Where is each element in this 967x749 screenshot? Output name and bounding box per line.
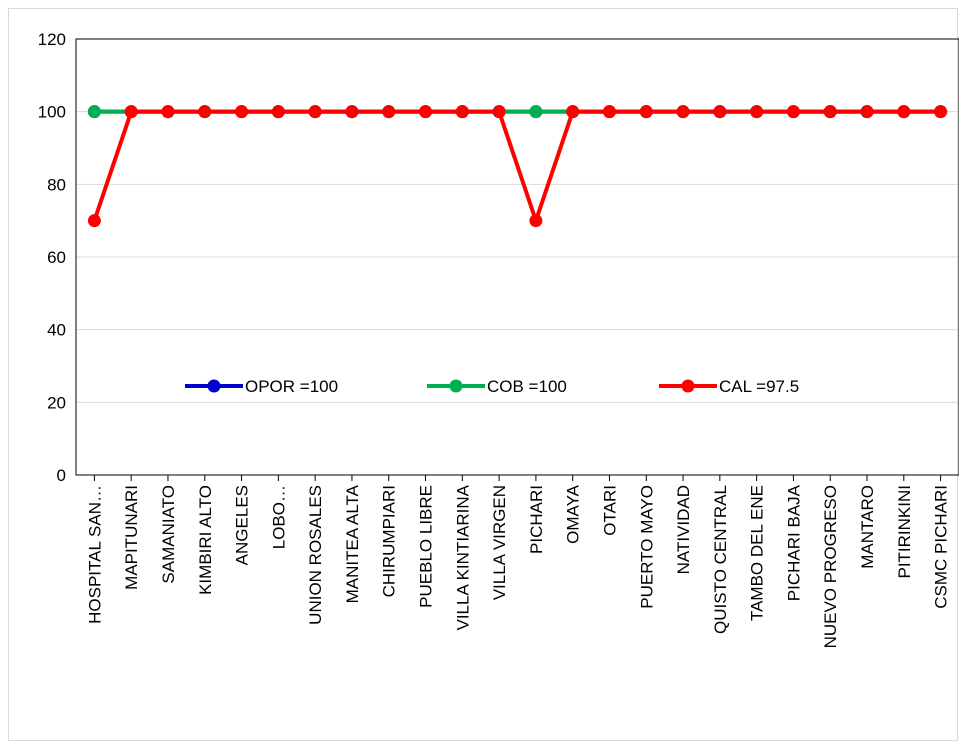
x-tick-label: SAMANIATO <box>159 485 178 584</box>
legend-swatch-marker <box>681 379 695 393</box>
x-tick-label: OMAYA <box>564 484 583 544</box>
y-tick-label: 60 <box>47 248 66 267</box>
series-cal <box>87 105 948 228</box>
x-tick-label: VILLA KINTIARINA <box>453 484 472 630</box>
data-point <box>198 105 212 119</box>
x-tick-label: MANTARO <box>858 485 877 569</box>
legend-label: COB =100 <box>487 377 567 396</box>
data-point <box>87 214 101 228</box>
x-axis-ticks: HOSPITAL SAN… MAPITUNARI SAMANIATO KIMBIRI … <box>85 475 951 648</box>
x-tick-label: NUEVO PROGRESO <box>821 485 840 648</box>
legend-item: CAL =97.5 <box>659 377 799 396</box>
legend-swatch-marker <box>449 379 463 393</box>
data-point <box>602 105 616 119</box>
data-point <box>455 105 469 119</box>
y-tick-label: 40 <box>47 321 66 340</box>
x-tick-label: PICHARI <box>527 485 546 554</box>
y-tick-label: 80 <box>47 175 66 194</box>
data-point <box>566 105 580 119</box>
data-point <box>492 105 506 119</box>
x-tick-label: PUERTO MAYO <box>637 485 656 609</box>
x-tick-label: UNION ROSALES <box>306 485 325 625</box>
data-point <box>87 105 101 119</box>
x-tick-label: OTARI <box>600 485 619 536</box>
x-tick-label: CHIRUMPIARI <box>380 485 399 597</box>
legend: OPOR =100 COB =100 CAL =97.5 <box>185 377 799 396</box>
x-tick-label: MAPITUNARI <box>122 485 141 590</box>
data-point <box>529 214 543 228</box>
y-tick-label: 100 <box>38 103 66 122</box>
x-tick-label: LOBO… <box>269 485 288 549</box>
data-point <box>308 105 322 119</box>
legend-swatch-marker <box>207 379 221 393</box>
data-point <box>529 105 543 119</box>
data-point <box>860 105 874 119</box>
data-point <box>676 105 690 119</box>
data-point <box>382 105 396 119</box>
data-point <box>235 105 249 119</box>
data-point <box>345 105 359 119</box>
x-tick-label: PICHARI BAJA <box>784 484 803 601</box>
x-tick-label: CSMC PICHARI <box>932 485 951 609</box>
x-tick-label: TAMBO DEL ENE <box>748 485 767 621</box>
x-tick-label: KIMBIRI ALTO <box>196 485 215 595</box>
x-tick-label: MANITEA ALTA <box>343 484 362 603</box>
data-point <box>271 105 285 119</box>
line-chart: 0 20 40 60 80 100 120 HOSPITAL SAN… MAPITUNARI S… <box>38 30 960 648</box>
x-tick-label: VILLA VIRGEN <box>490 485 509 600</box>
y-tick-label: 120 <box>38 30 66 49</box>
series-line <box>92 109 941 223</box>
x-tick-label: QUISTO CENTRAL <box>711 485 730 634</box>
legend-label: CAL =97.5 <box>719 377 799 396</box>
data-point <box>161 105 175 119</box>
data-point <box>713 105 727 119</box>
x-tick-label: HOSPITAL SAN… <box>85 485 104 624</box>
data-point <box>897 105 911 119</box>
gridlines <box>75 38 960 476</box>
legend-label: OPOR =100 <box>245 377 338 396</box>
data-point <box>823 105 837 119</box>
legend-item: OPOR =100 <box>185 377 338 396</box>
x-tick-label: ANGELES <box>233 485 252 565</box>
chart-frame: 0 20 40 60 80 100 120 HOSPITAL SAN… MAPITUNARI S… <box>8 8 960 741</box>
data-point <box>750 105 764 119</box>
x-tick-label: PITIRINKINI <box>895 485 914 579</box>
data-point <box>419 105 433 119</box>
data-point <box>786 105 800 119</box>
y-tick-label: 20 <box>47 393 66 412</box>
y-tick-label: 0 <box>57 466 66 485</box>
data-point <box>639 105 653 119</box>
series-lines <box>87 105 948 228</box>
y-axis-ticks: 0 20 40 60 80 100 120 <box>38 30 66 485</box>
x-tick-label: PUEBLO LIBRE <box>417 485 436 608</box>
data-point <box>124 105 138 119</box>
legend-item: COB =100 <box>427 377 567 396</box>
data-point <box>934 105 948 119</box>
x-tick-label: NATIVIDAD <box>674 485 693 574</box>
